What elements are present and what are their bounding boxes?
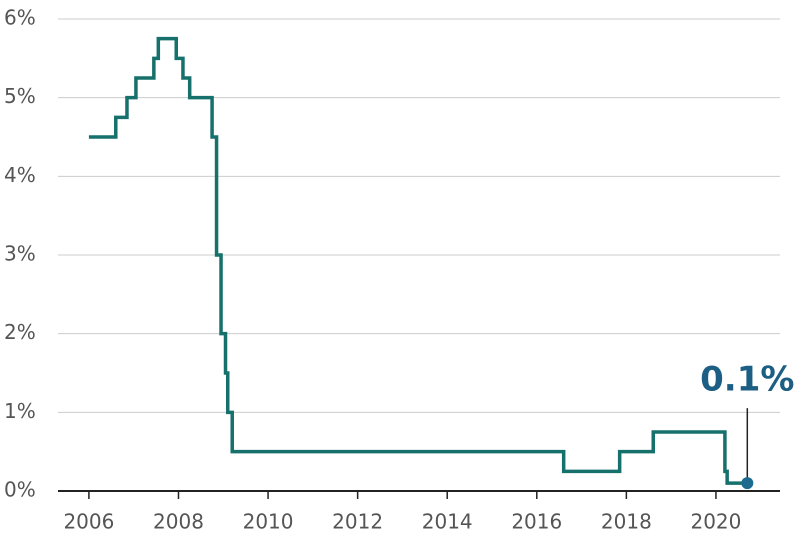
x-tick-label: 2014 xyxy=(422,510,473,534)
x-tick-label: 2008 xyxy=(153,510,204,534)
rate-line xyxy=(88,36,748,485)
y-tick-label: 4% xyxy=(4,163,36,187)
x-tick-label: 2016 xyxy=(511,510,562,534)
y-tick-label: 1% xyxy=(4,399,36,423)
x-tick-label: 2006 xyxy=(63,510,114,534)
value-label: 0.1% xyxy=(700,360,794,400)
x-tick-label: 2018 xyxy=(601,510,652,534)
x-tick-label: 2010 xyxy=(243,510,294,534)
end-point xyxy=(741,477,754,490)
y-tick-label: 3% xyxy=(4,242,36,266)
y-tick-label: 6% xyxy=(4,6,36,30)
x-tick-label: 2020 xyxy=(690,510,741,534)
y-tick-label: 5% xyxy=(4,84,36,108)
x-tick-label: 2012 xyxy=(332,510,383,534)
y-tick-label: 0% xyxy=(4,478,36,502)
y-tick-label: 2% xyxy=(4,320,36,344)
